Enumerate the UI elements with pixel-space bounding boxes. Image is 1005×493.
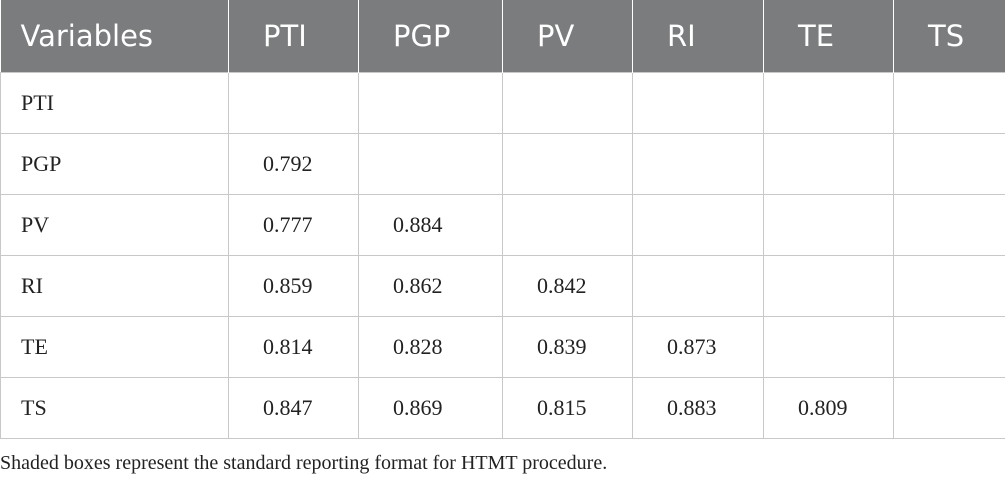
value-cell: 0.777 bbox=[228, 193, 359, 256]
empty-cell bbox=[763, 254, 894, 317]
empty-cell bbox=[358, 71, 503, 134]
row-label: TS bbox=[0, 376, 229, 439]
value-cell: 0.792 bbox=[228, 132, 359, 195]
empty-cell bbox=[893, 315, 1005, 378]
empty-cell bbox=[632, 193, 764, 256]
value-cell: 0.869 bbox=[358, 376, 503, 439]
htmt-table: Variables PTI PGP PV RI TE TS PTI PGP 0.792 PV 0.7… bbox=[0, 0, 1005, 439]
header-row: Variables PTI PGP PV RI TE TS bbox=[0, 0, 1005, 72]
row-label: PV bbox=[0, 193, 229, 256]
row-label: PGP bbox=[0, 132, 229, 195]
header-cell: PGP bbox=[358, 0, 503, 72]
empty-cell bbox=[893, 254, 1005, 317]
header-cell: TE bbox=[763, 0, 894, 72]
empty-cell bbox=[502, 193, 633, 256]
value-cell: 0.862 bbox=[358, 254, 503, 317]
value-cell: 0.815 bbox=[502, 376, 633, 439]
value-cell: 0.847 bbox=[228, 376, 359, 439]
empty-cell bbox=[632, 254, 764, 317]
empty-cell bbox=[358, 132, 503, 195]
empty-cell bbox=[502, 71, 633, 134]
table-body: PTI PGP 0.792 PV 0.777 0.884 RI 0.859 0.862 0.842… bbox=[0, 71, 1005, 439]
header-cell: TS bbox=[893, 0, 1005, 72]
table-row: PGP 0.792 bbox=[0, 132, 1005, 195]
row-label: TE bbox=[0, 315, 229, 378]
header-cell: PV bbox=[502, 0, 633, 72]
row-label: PTI bbox=[0, 71, 229, 134]
empty-cell bbox=[763, 132, 894, 195]
table-row: TS 0.847 0.869 0.815 0.883 0.809 bbox=[0, 376, 1005, 439]
empty-cell bbox=[893, 71, 1005, 134]
value-cell: 0.842 bbox=[502, 254, 633, 317]
empty-cell bbox=[763, 315, 894, 378]
empty-cell bbox=[763, 193, 894, 256]
value-cell: 0.883 bbox=[632, 376, 764, 439]
table-row: TE 0.814 0.828 0.839 0.873 bbox=[0, 315, 1005, 378]
empty-cell bbox=[228, 71, 359, 134]
table-row: RI 0.859 0.862 0.842 bbox=[0, 254, 1005, 317]
empty-cell bbox=[763, 71, 894, 134]
empty-cell bbox=[893, 193, 1005, 256]
value-cell: 0.873 bbox=[632, 315, 764, 378]
table-row: PTI bbox=[0, 71, 1005, 134]
row-label: RI bbox=[0, 254, 229, 317]
footnote: Shaded boxes represent the standard repo… bbox=[0, 452, 608, 474]
value-cell: 0.814 bbox=[228, 315, 359, 378]
header-cell: PTI bbox=[228, 0, 359, 72]
value-cell: 0.828 bbox=[358, 315, 503, 378]
empty-cell bbox=[502, 132, 633, 195]
value-cell: 0.839 bbox=[502, 315, 633, 378]
value-cell: 0.809 bbox=[763, 376, 894, 439]
empty-cell bbox=[632, 71, 764, 134]
header-cell: RI bbox=[632, 0, 764, 72]
table-row: PV 0.777 0.884 bbox=[0, 193, 1005, 256]
header-cell: Variables bbox=[0, 0, 229, 72]
value-cell: 0.884 bbox=[358, 193, 503, 256]
empty-cell bbox=[893, 376, 1005, 439]
empty-cell bbox=[632, 132, 764, 195]
value-cell: 0.859 bbox=[228, 254, 359, 317]
empty-cell bbox=[893, 132, 1005, 195]
